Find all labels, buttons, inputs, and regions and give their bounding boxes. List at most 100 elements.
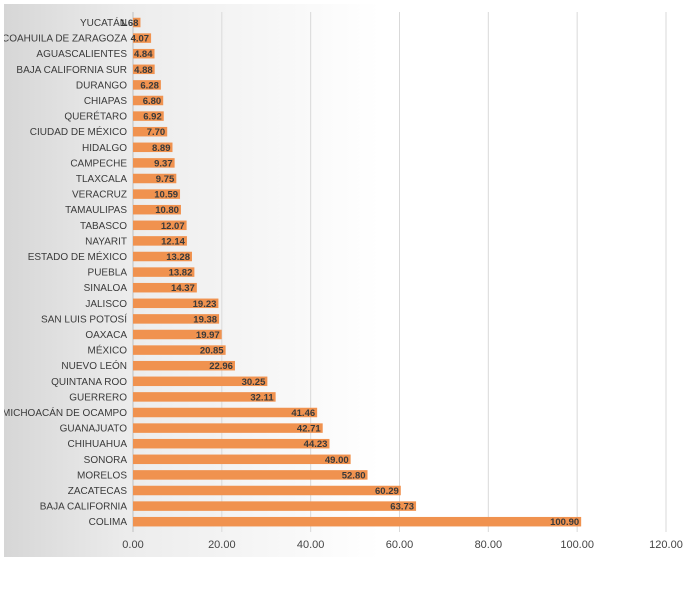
bar: [133, 17, 141, 28]
category-label: CAMPECHE: [70, 158, 127, 169]
bar: [133, 251, 192, 262]
category-label: QUINTANA ROO: [51, 377, 127, 388]
data-label: 6.28: [140, 80, 159, 91]
data-label: 9.37: [154, 158, 173, 169]
x-tick-label: 80.00: [475, 539, 503, 551]
category-label: ESTADO DE MÉXICO: [28, 250, 127, 263]
category-label: QUERÉTARO: [64, 110, 127, 123]
category-label: MORELOS: [77, 470, 127, 481]
bar: [133, 454, 351, 465]
data-label: 49.00: [325, 455, 349, 466]
bar: [133, 48, 155, 59]
bar: [133, 501, 417, 511]
data-label: 13.82: [169, 268, 193, 279]
x-tick-label: 100.00: [560, 539, 594, 551]
category-label: JALISCO: [85, 299, 127, 310]
bar: [133, 173, 177, 184]
data-label: 4.07: [131, 34, 150, 45]
data-label: 8.89: [152, 143, 171, 154]
data-label: 7.70: [147, 127, 166, 138]
bar: [133, 345, 226, 355]
data-label: 14.37: [171, 283, 195, 294]
category-label: SINALOA: [84, 283, 128, 294]
data-label: 20.85: [200, 346, 224, 357]
data-label: 41.46: [291, 408, 315, 419]
bar: [133, 298, 219, 309]
x-tick-label: 20.00: [208, 539, 236, 551]
data-label: 4.88: [134, 65, 153, 76]
data-label: 6.92: [143, 112, 162, 123]
bar: [133, 423, 323, 433]
x-tick-label: 60.00: [386, 539, 414, 551]
data-label: 10.59: [154, 190, 178, 201]
data-label: 19.23: [193, 299, 217, 310]
data-label: 63.73: [390, 502, 414, 513]
category-label: NAYARIT: [85, 236, 127, 247]
data-label: 12.14: [161, 236, 185, 247]
data-label: 9.75: [156, 174, 175, 185]
category-label: MICHOACÁN DE OCAMPO: [4, 406, 127, 419]
bar-chart: YUCATÁN COAHUILA DE ZARAGOZA AGUASCALIENTE…: [4, 12, 683, 551]
category-label: PUEBLA: [88, 268, 128, 279]
category-label: GUERRERO: [69, 392, 127, 403]
x-axis-tick-labels: 0.00 20.00 40.00 60.00 80.00 100.00 120.00: [122, 539, 683, 551]
data-label: 22.96: [209, 361, 233, 372]
category-label: COLIMA: [89, 517, 128, 528]
bar: [133, 438, 330, 449]
data-label: 6.80: [143, 96, 162, 107]
data-label: 44.23: [304, 439, 328, 450]
category-label: TABASCO: [80, 221, 127, 232]
category-label: CHIHUAHUA: [68, 439, 128, 450]
bars: [133, 17, 582, 527]
category-label: CIUDAD DE MÉXICO: [30, 125, 127, 138]
bar: [133, 220, 187, 231]
data-label: 30.25: [242, 377, 266, 388]
data-label: 19.97: [196, 330, 220, 341]
data-label: 52.80: [342, 470, 366, 481]
category-label: ZACATECAS: [68, 486, 128, 497]
bar: [133, 376, 268, 387]
data-label: 10.80: [155, 205, 179, 216]
bar: [133, 111, 164, 121]
bar: [133, 392, 276, 402]
bar: [133, 407, 318, 418]
bar: [133, 267, 195, 277]
x-tick-label: 0.00: [122, 539, 143, 551]
data-label: 60.29: [375, 486, 399, 497]
bar: [133, 204, 181, 215]
bar: [133, 314, 220, 324]
bar: [133, 189, 181, 199]
chart-area: YUCATÁN COAHUILA DE ZARAGOZA AGUASCALIENTE…: [4, 4, 688, 557]
bar: [133, 236, 187, 246]
category-label: MÉXICO: [88, 344, 128, 357]
category-label: HIDALGO: [82, 143, 127, 154]
data-label: 100.90: [550, 517, 579, 528]
data-label: 19.38: [193, 314, 217, 325]
category-label: AGUASCALIENTES: [36, 49, 127, 60]
category-label: VERACRUZ: [72, 190, 127, 201]
bar: [133, 33, 152, 43]
category-label: BAJA CALIFORNIA SUR: [16, 65, 127, 76]
bar: [133, 282, 197, 293]
category-labels: YUCATÁN COAHUILA DE ZARAGOZA AGUASCALIENTE…: [4, 16, 127, 528]
category-label: OAXACA: [85, 330, 127, 341]
value-labels: 1.68 4.07 4.84 4.88 6.28 6.80 6.92 7.70 8.89 9.37…: [120, 18, 579, 528]
bar: [133, 142, 173, 153]
category-label: GUANAJUATO: [60, 424, 128, 435]
x-tick-label: 40.00: [297, 539, 325, 551]
category-label: SONORA: [84, 455, 128, 466]
data-label: 12.07: [161, 221, 185, 232]
data-label: 42.71: [297, 424, 321, 435]
category-label: TLAXCALA: [76, 174, 127, 185]
data-label: 1.68: [120, 18, 139, 29]
bar: [133, 516, 582, 527]
category-label: SAN LUIS POTOSÍ: [41, 312, 127, 325]
gridlines: [132, 12, 667, 532]
data-label: 13.28: [166, 252, 190, 263]
bar: [133, 126, 168, 137]
bar: [133, 95, 164, 106]
bar: [133, 360, 235, 371]
bar: [133, 329, 222, 340]
bar: [133, 485, 401, 496]
x-tick-label: 120.00: [649, 539, 683, 551]
